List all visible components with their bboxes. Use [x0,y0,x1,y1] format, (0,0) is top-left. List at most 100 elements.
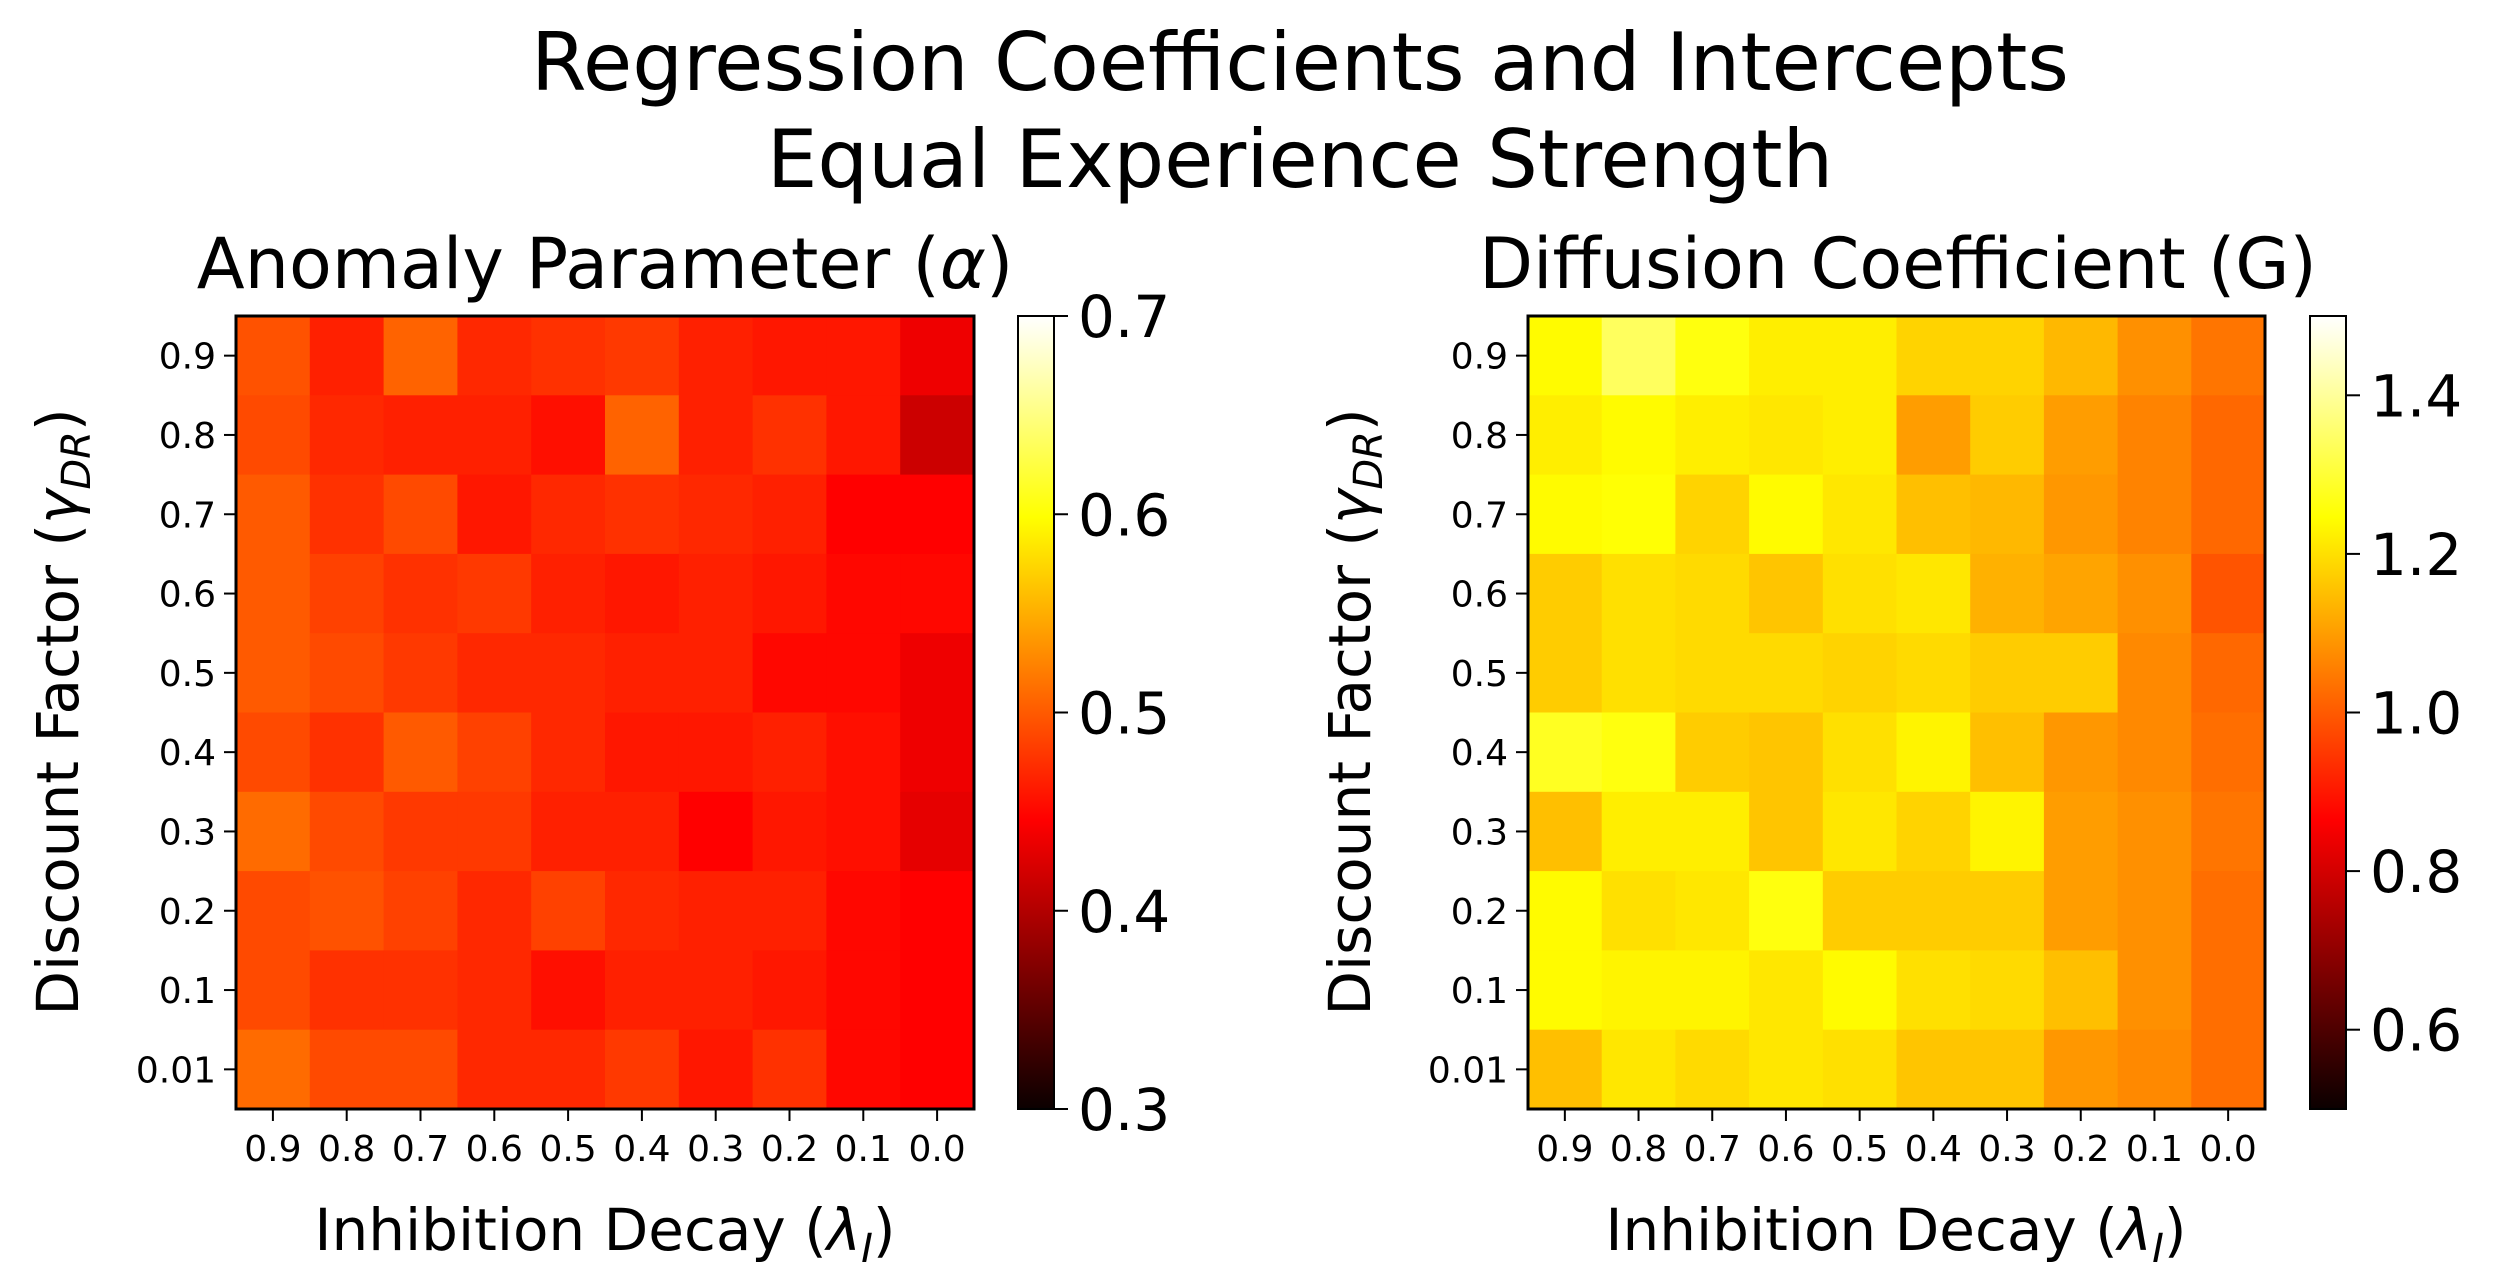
alpha-x-tick-label: 0.1 [835,1129,892,1170]
alpha-cell-r4-c2 [383,633,458,714]
g-cell-r0-c5 [1896,316,1971,396]
alpha-x-axis-label: Inhibition Decay (λI) [314,1196,895,1272]
alpha-cell-r4-c5 [605,633,680,714]
g-cell-r6-c2 [1675,791,1750,872]
alpha-cell-r8-c0 [236,950,311,1031]
g-cell-r2-c7 [2043,474,2119,555]
alpha-y-ticks: 0.9 0.8 0.7 0.6 0.5 0.4 0.3 0.2 0.1 0.01 [136,337,236,1091]
alpha-y-tick-label: 0.4 [159,733,216,774]
alpha-cell-r9-c5 [605,1029,680,1110]
alpha-cell-r5-c9 [900,712,975,793]
alpha-cell-r5-c0 [236,712,311,793]
alpha-cell-r0-c6 [678,316,754,396]
alpha-colorbar-tick-label: 0.5 [1078,680,1170,748]
alpha-y-tick-label: 0.7 [159,495,216,536]
g-cell-r3-c0 [1528,553,1603,634]
g-cell-r8-c3 [1749,950,1824,1031]
g-cell-r8-c8 [2117,950,2192,1031]
alpha-cell-r3-c8 [826,553,901,634]
alpha-cell-r1-c6 [678,395,754,476]
alpha-cell-r7-c6 [678,871,754,951]
alpha-y-tick-label: 0.3 [159,812,216,853]
g-cell-r4-c2 [1675,633,1750,714]
g-cell-r0-c1 [1601,316,1676,396]
alpha-cell-r3-c5 [605,553,680,634]
alpha-cell-r9-c8 [826,1029,901,1110]
g-cell-r3-c2 [1675,553,1750,634]
g-x-tick-label: 0.3 [1978,1129,2035,1170]
g-cell-r0-c9 [2191,316,2266,396]
alpha-cell-r3-c3 [457,553,532,634]
g-cell-r7-c2 [1675,871,1750,951]
g-cell-r5-c0 [1528,712,1603,793]
alpha-x-tick-label: 0.2 [761,1129,818,1170]
alpha-cell-r3-c7 [752,553,827,634]
g-x-tick-label: 0.0 [2200,1129,2257,1170]
g-cell-r3-c5 [1896,553,1971,634]
g-cell-r8-c5 [1896,950,1971,1031]
g-cell-r6-c6 [1970,791,2045,872]
alpha-cell-r9-c6 [678,1029,754,1110]
alpha-cell-r6-c1 [309,791,385,872]
g-cell-r6-c5 [1896,791,1971,872]
alpha-cell-r9-c4 [531,1029,606,1110]
g-cell-r7-c1 [1601,871,1676,951]
g-cell-r5-c8 [2117,712,2192,793]
alpha-cell-r8-c6 [678,950,754,1031]
g-cell-r4-c0 [1528,633,1603,714]
alpha-y-tick-label: 0.1 [159,971,216,1012]
g-cell-r9-c8 [2117,1029,2192,1110]
alpha-cell-r6-c7 [752,791,827,872]
g-cell-r9-c1 [1601,1029,1676,1110]
alpha-cell-r8-c9 [900,950,975,1031]
g-cell-r1-c9 [2191,395,2266,476]
g-cell-r2-c8 [2117,474,2192,555]
g-y-tick-label: 0.6 [1451,575,1508,616]
alpha-x-ticks: 0.9 0.8 0.7 0.6 0.5 0.4 0.3 0.2 0.1 0.0 [244,1109,966,1170]
alpha-cell-r5-c8 [826,712,901,793]
g-x-tick-label: 0.7 [1684,1129,1741,1170]
alpha-cell-r6-c9 [900,791,975,872]
g-cell-r3-c7 [2043,553,2119,634]
g-cell-r5-c6 [1970,712,2045,793]
g-cell-r9-c2 [1675,1029,1750,1110]
alpha-cell-r5-c3 [457,712,532,793]
alpha-cell-r4-c8 [826,633,901,714]
alpha-y-tick-label: 0.5 [159,654,216,695]
g-cell-r1-c2 [1675,395,1750,476]
alpha-cell-r4-c3 [457,633,532,714]
alpha-cell-r8-c3 [457,950,532,1031]
alpha-cell-r3-c1 [309,553,385,634]
alpha-cell-r6-c2 [383,791,458,872]
g-y-tick-label: 0.4 [1451,733,1508,774]
alpha-y-axis-label: Discount Factor (γDR) [24,408,100,1015]
g-cell-r8-c9 [2191,950,2266,1031]
g-colorbar-tick-label: 1.2 [2370,521,2462,589]
alpha-cell-r1-c2 [383,395,458,476]
alpha-colorbar-tick-label: 0.3 [1078,1076,1170,1144]
alpha-cell-r6-c8 [826,791,901,872]
alpha-heatmap-panel: Anomaly Parameter (α) 0.9 0.8 0.7 0.6 0.5 0.4… [24,223,1170,1272]
alpha-cell-r1-c0 [236,395,311,476]
g-colorbar-tick-label: 0.8 [2370,838,2462,906]
g-cell-r2-c6 [1970,474,2045,555]
g-y-tick-label: 0.8 [1451,416,1508,457]
alpha-cell-r0-c4 [531,316,606,396]
g-y-tick-label: 0.2 [1451,892,1508,933]
alpha-y-tick-label: 0.9 [159,337,216,378]
g-cell-r2-c5 [1896,474,1971,555]
g-cell-r6-c0 [1528,791,1603,872]
g-cell-r6-c3 [1749,791,1824,872]
alpha-cell-r2-c4 [531,474,606,555]
g-x-tick-label: 0.1 [2126,1129,2183,1170]
alpha-colorbar-ticks: 0.3 0.4 0.5 0.6 0.7 [1054,283,1170,1144]
alpha-cell-r5-c6 [678,712,754,793]
g-cell-r8-c1 [1601,950,1676,1031]
alpha-cell-r1-c9 [900,395,975,476]
alpha-cell-r6-c6 [678,791,754,872]
alpha-cell-r3-c2 [383,553,458,634]
alpha-x-tick-label: 0.8 [318,1129,375,1170]
alpha-cell-r8-c5 [605,950,680,1031]
g-cell-r4-c1 [1601,633,1676,714]
g-heatmap-cells [1528,316,2266,1110]
